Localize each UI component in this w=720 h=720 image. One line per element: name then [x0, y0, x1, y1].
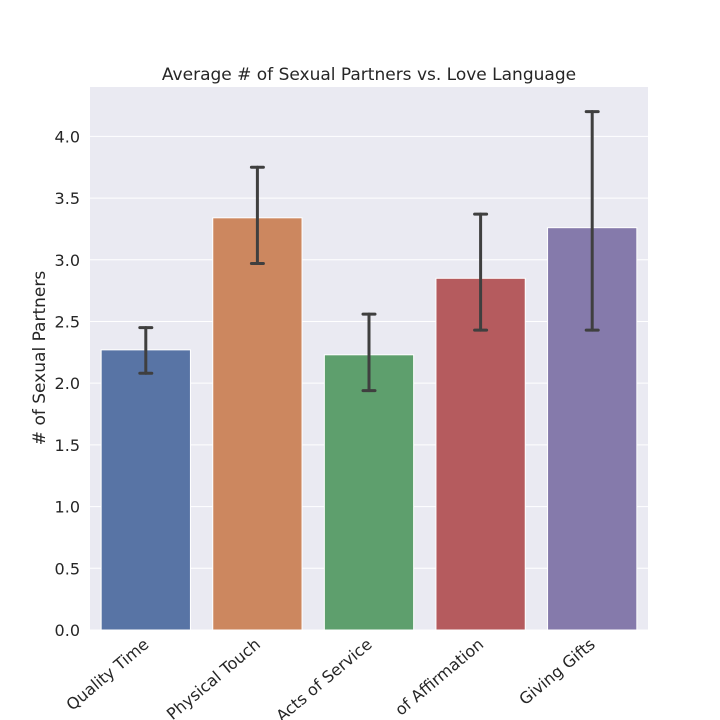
chart-title: Average # of Sexual Partners vs. Love La…	[162, 65, 576, 85]
x-tick-label: Giving Gifts	[515, 635, 598, 709]
x-tick-label: Acts of Service	[272, 635, 375, 720]
y-tick-label: 1.5	[55, 436, 80, 455]
error-bar	[138, 326, 154, 375]
error-bar	[361, 312, 377, 393]
error-bar	[473, 212, 489, 332]
y-tick-labels: 0.0 0.5 1.0 1.5 2.0 2.5 3.0 3.5 4.0	[55, 127, 80, 640]
error-bars	[138, 110, 600, 393]
y-tick-label: 3.0	[55, 251, 80, 270]
bar	[100, 349, 191, 631]
y-tick-label: 2.5	[55, 312, 80, 331]
y-tick-label: 0.5	[55, 559, 80, 578]
y-tick-label: 1.0	[55, 498, 80, 517]
error-bar	[249, 165, 265, 265]
y-tick-label: 4.0	[55, 127, 80, 146]
x-tick-label: Physical Touch	[163, 635, 264, 720]
bar	[323, 354, 415, 631]
y-axis-label: # of Sexual Partners	[30, 271, 50, 446]
y-tick-label: 2.0	[55, 374, 80, 393]
error-bar	[584, 110, 600, 332]
y-tick-label: 0.0	[55, 621, 80, 640]
y-tick-label: 3.5	[55, 189, 80, 208]
bar	[212, 217, 303, 631]
x-tick-labels: Quality Time Physical Touch Acts of Servic…	[62, 635, 598, 720]
x-tick-label: Quality Time	[62, 635, 152, 715]
x-tick-label: of Affirmation	[391, 635, 487, 720]
